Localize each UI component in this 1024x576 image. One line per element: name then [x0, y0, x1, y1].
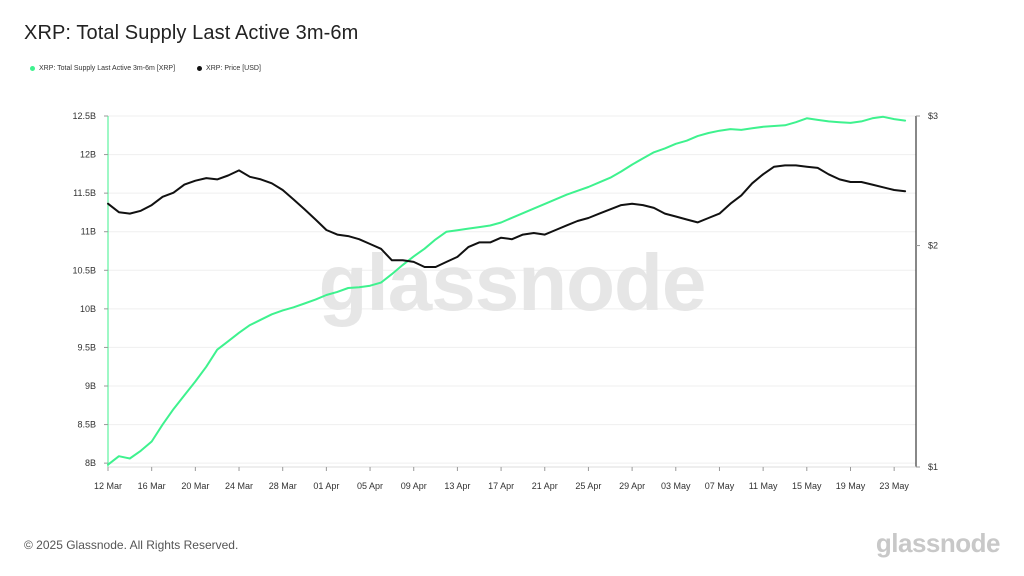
x-tick-label: 05 Apr: [357, 481, 383, 491]
x-tick-label: 25 Apr: [575, 481, 601, 491]
y-right-tick-label: $1: [928, 462, 938, 472]
y-left-tick-label: 11.5B: [73, 188, 96, 198]
x-tick-label: 15 May: [792, 481, 822, 491]
y-left-tick-label: 12B: [80, 150, 96, 160]
x-tick-label: 09 Apr: [401, 481, 427, 491]
y-right-tick-label: $3: [928, 111, 938, 121]
watermark: glassnode: [319, 238, 706, 327]
x-tick-label: 01 Apr: [313, 481, 339, 491]
y-left-tick-label: 9B: [85, 381, 96, 391]
x-tick-label: 20 Mar: [181, 481, 209, 491]
x-tick-label: 13 Apr: [444, 481, 470, 491]
copyright-footer: © 2025 Glassnode. All Rights Reserved.: [24, 538, 239, 552]
y-left-tick-label: 11B: [81, 227, 96, 237]
x-tick-label: 19 May: [836, 481, 866, 491]
legend: XRP: Total Supply Last Active 3m-6m [XRP…: [30, 65, 261, 72]
legend-item-price[interactable]: XRP: Price [USD]: [197, 65, 261, 72]
y-left-tick-label: 12.5B: [72, 111, 96, 121]
y-right-tick-label: $2: [928, 241, 938, 251]
chart-title: XRP: Total Supply Last Active 3m-6m: [24, 22, 359, 44]
legend-swatch-price: [197, 66, 203, 71]
series-line-price: [107, 164, 907, 268]
left-axis-ticks: 8B 8.5B 9B 9.5B 10B 10.5B 11B 11.5B 12B 12.5B: [72, 111, 108, 468]
legend-item-supply[interactable]: XRP: Total Supply Last Active 3m-6m [XRP…: [30, 65, 175, 72]
y-left-tick-label: 8B: [85, 458, 96, 468]
legend-label-price: XRP: Price [USD]: [206, 65, 261, 72]
x-tick-label: 11 May: [749, 481, 778, 491]
y-left-tick-label: 8.5B: [77, 420, 96, 430]
x-tick-label: 23 May: [879, 481, 909, 491]
grid-lines: [108, 115, 916, 464]
x-tick-label: 24 Mar: [225, 481, 253, 491]
y-left-tick-label: 10.5B: [72, 265, 96, 275]
x-axis-ticks: 12 Mar 16 Mar 20 Mar 24 Mar 28 Mar 01 Apr 05 A…: [94, 467, 909, 491]
x-tick-label: 12 Mar: [94, 481, 122, 491]
series-lines: [107, 115, 907, 466]
x-tick-label: 03 May: [661, 481, 691, 491]
y-left-tick-label: 10B: [80, 304, 96, 314]
x-tick-label: 21 Apr: [532, 481, 558, 491]
legend-swatch-supply: [30, 66, 35, 71]
glassnode-logo: glassnode: [875, 528, 1001, 558]
series-line-supply: [107, 115, 907, 466]
y-left-tick-label: 9.5B: [77, 342, 96, 352]
x-tick-label: 17 Apr: [488, 481, 514, 491]
right-axis-ticks: $1 $2 $3: [916, 111, 938, 472]
x-tick-label: 16 Mar: [138, 481, 166, 491]
x-tick-label: 07 May: [705, 481, 735, 491]
legend-label-supply: XRP: Total Supply Last Active 3m-6m [XRP…: [39, 65, 176, 72]
x-tick-label: 29 Apr: [619, 481, 645, 491]
x-tick-label: 28 Mar: [269, 481, 297, 491]
